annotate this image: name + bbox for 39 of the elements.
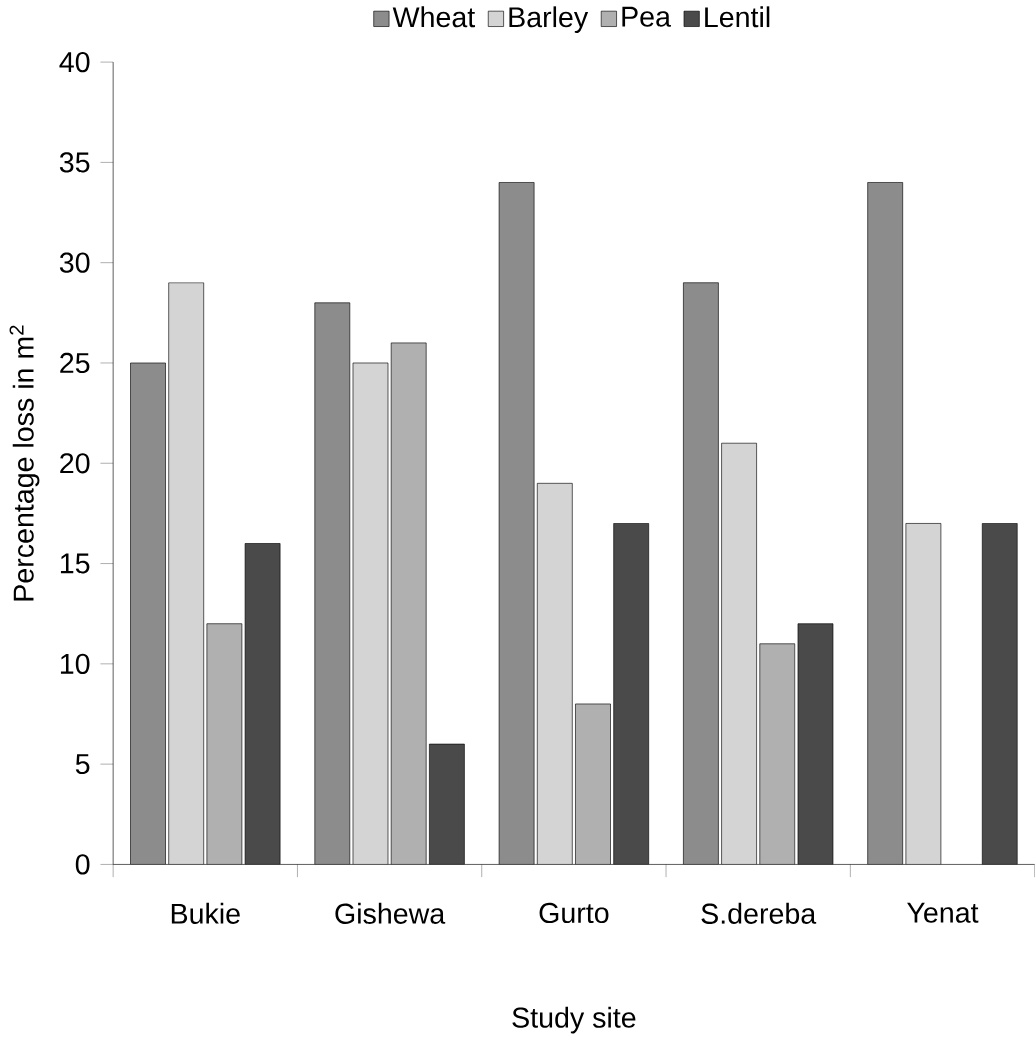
y-tick-label: 15 — [60, 553, 90, 574]
legend-label: Barley — [509, 6, 589, 33]
bar — [721, 442, 757, 865]
x-tick-label: S.dereba — [701, 902, 817, 924]
bar — [498, 182, 535, 865]
bar — [352, 362, 389, 865]
legend-label: Lentil — [705, 6, 770, 28]
bar — [575, 703, 611, 865]
y-tick-label: 20 — [60, 453, 90, 474]
y-axis-title: Percentage loss in m$^{2}$ — [9, 325, 40, 601]
bar — [537, 483, 573, 865]
y-tick-label: 30 — [59, 252, 90, 273]
legend-label: Wheat — [392, 6, 476, 28]
x-axis-title: Study site — [512, 1006, 636, 1034]
x-tick-label: Yenat — [907, 902, 979, 923]
bar — [391, 342, 427, 865]
bar — [759, 643, 796, 865]
y-tick-label: 5 — [75, 754, 90, 775]
x-tick-label: Gurto — [539, 902, 609, 924]
bar — [613, 523, 649, 865]
x-tick-label: Bukie — [171, 902, 240, 924]
bar — [683, 282, 719, 865]
bar — [981, 523, 1018, 865]
y-tick-label: 25 — [60, 352, 90, 374]
bar — [245, 543, 281, 865]
bar — [314, 302, 351, 865]
bar — [905, 523, 942, 865]
y-tick-label: 10 — [60, 653, 90, 674]
x-tick-label: Gishewa — [335, 902, 446, 924]
bar — [429, 744, 465, 865]
bar — [168, 282, 205, 865]
bar — [206, 623, 242, 865]
bar — [867, 182, 904, 865]
legend-label: Pea — [622, 6, 671, 27]
bar — [130, 362, 166, 865]
y-tick-label: 35 — [59, 152, 90, 173]
bar — [798, 623, 834, 865]
y-tick-label: 0 — [75, 854, 90, 875]
y-tick-label: 40 — [59, 51, 90, 73]
